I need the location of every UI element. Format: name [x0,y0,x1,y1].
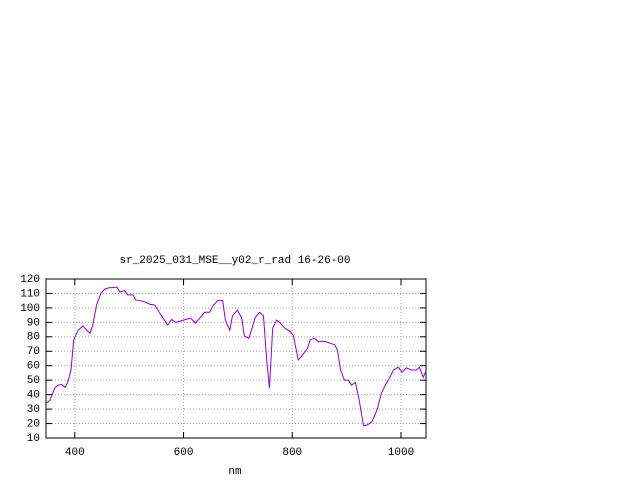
x-tick-label: 600 [174,447,194,459]
y-tick-label: 10 [27,433,40,445]
plot-border [45,278,427,439]
x-tick-label: 1000 [388,447,414,459]
y-tick-label: 70 [27,346,40,358]
y-tick-label: 40 [27,390,40,402]
y-tick-label: 50 [27,375,40,387]
x-tick-label: 400 [65,447,85,459]
x-tick-label: 800 [282,447,302,459]
y-tick-label: 20 [27,418,40,430]
y-tick-label: 90 [27,317,40,329]
y-tick-label: 110 [20,288,40,300]
chart-title: sr_2025_031_MSE__y02_r_rad 16-26-00 [119,255,350,267]
y-tick-label: 60 [27,361,40,373]
y-tick-label: 30 [27,404,40,416]
data-line [45,286,426,427]
x-axis-label: nm [228,466,242,478]
y-tick-label: 100 [20,303,40,315]
y-tick-label: 120 [20,274,40,286]
y-tick-label: 80 [27,332,40,344]
